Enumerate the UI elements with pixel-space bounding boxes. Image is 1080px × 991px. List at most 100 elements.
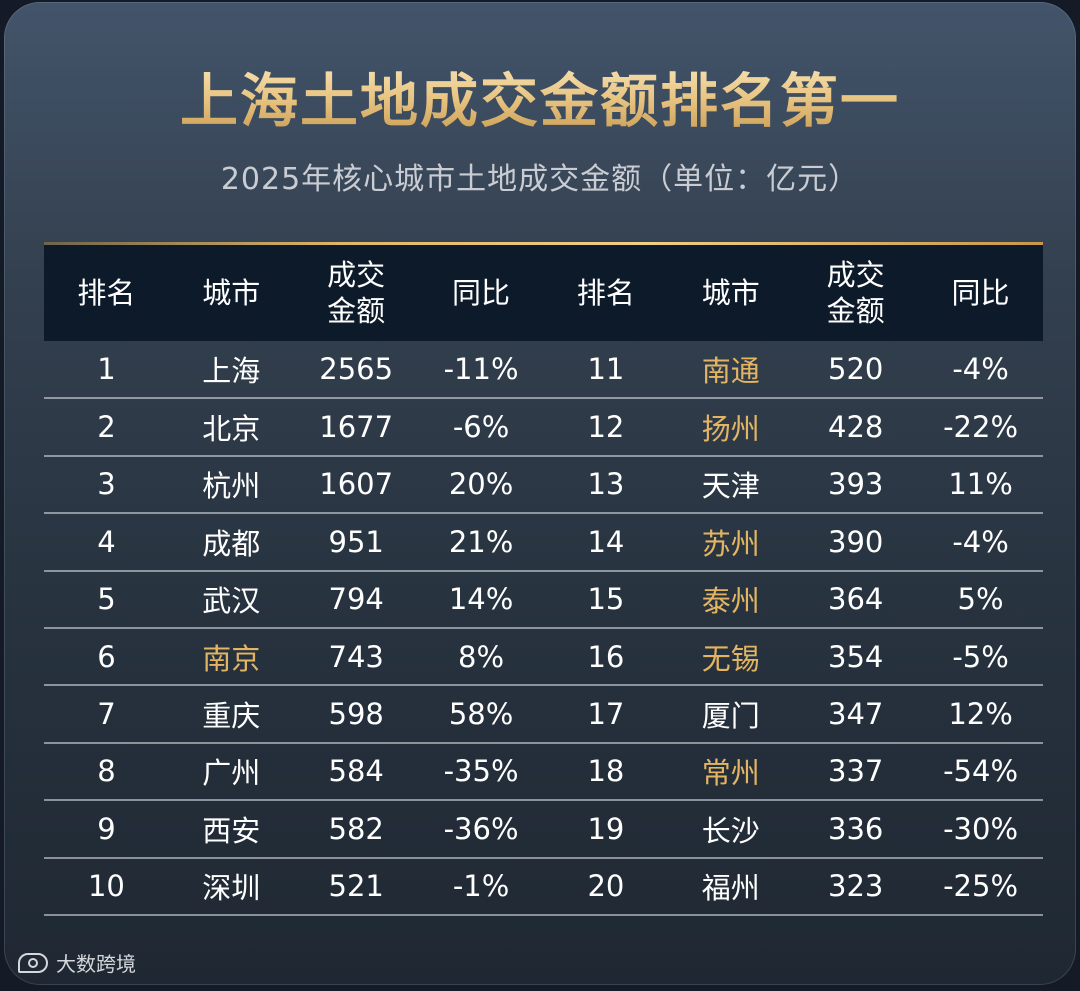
yoy-cell: 8% — [458, 639, 505, 674]
amount-cell: 584 — [328, 754, 384, 789]
rank-cell: 16 — [587, 639, 625, 674]
rank-cell: 17 — [587, 697, 625, 732]
rank-cell: 3 — [97, 467, 116, 502]
yoy-cell: -35% — [443, 754, 519, 789]
header-yoy: 同比 — [951, 276, 1010, 310]
city-cell: 福州 — [701, 871, 760, 906]
amount-cell: 520 — [828, 352, 884, 387]
amount-cell: 393 — [828, 467, 884, 502]
yoy-cell: 20% — [448, 467, 514, 502]
header-city: 城市 — [202, 276, 261, 310]
rank-cell: 12 — [587, 410, 625, 445]
header-city: 城市 — [701, 276, 760, 310]
ranking-table: 排名 城市 成交 金额 同比 排名 城市 成交 金额 同比 — [44, 245, 1043, 916]
table-row: 1 上海 2565 -11% 11 南通 520 -4% — [44, 341, 1043, 399]
rank-cell: 13 — [587, 467, 625, 502]
amount-cell: 364 — [828, 582, 884, 617]
yoy-cell: -22% — [943, 410, 1019, 445]
rank-cell: 18 — [587, 754, 625, 789]
table-header-row: 排名 城市 成交 金额 同比 排名 城市 成交 金额 同比 — [44, 245, 1043, 341]
infographic-card: 上海土地成交金额排名第一 2025年核心城市土地成交金额（单位：亿元） 排名 城… — [4, 2, 1076, 985]
yoy-cell: -1% — [452, 869, 510, 904]
rank-cell: 5 — [97, 582, 116, 617]
amount-cell: 2565 — [319, 352, 394, 387]
amount-cell: 1677 — [319, 410, 394, 445]
table-row: 4 成都 951 21% 14 苏州 390 -4% — [44, 513, 1043, 571]
city-cell: 无锡 — [701, 641, 760, 676]
table-row: 9 西安 582 -36% 19 长沙 336 -30% — [44, 800, 1043, 858]
city-cell: 扬州 — [701, 412, 760, 447]
header-rank: 排名 — [576, 276, 635, 310]
brand-logo-icon — [18, 952, 48, 973]
city-cell: 西安 — [202, 813, 261, 848]
city-cell: 重庆 — [202, 699, 261, 734]
city-cell: 杭州 — [202, 469, 261, 504]
yoy-cell: -4% — [952, 352, 1009, 387]
city-cell: 武汉 — [202, 584, 261, 619]
amount-cell: 582 — [328, 811, 384, 846]
amount-cell: 1607 — [319, 467, 394, 502]
amount-cell: 347 — [828, 697, 884, 732]
rank-cell: 7 — [97, 697, 116, 732]
city-cell: 常州 — [701, 756, 760, 791]
rank-cell: 4 — [97, 524, 116, 559]
watermark-text: 大数跨境 — [56, 952, 136, 976]
amount-cell: 743 — [328, 639, 384, 674]
amount-cell: 521 — [328, 869, 384, 904]
rank-cell: 19 — [587, 811, 625, 846]
header-rank: 排名 — [77, 276, 136, 310]
city-cell: 广州 — [202, 756, 261, 791]
yoy-cell: -5% — [952, 639, 1009, 674]
city-cell: 上海 — [202, 354, 261, 389]
rank-cell: 2 — [97, 410, 116, 445]
rank-cell: 11 — [587, 352, 625, 387]
amount-cell: 336 — [828, 811, 884, 846]
rank-cell: 9 — [97, 811, 116, 846]
rank-cell: 14 — [587, 524, 625, 559]
yoy-cell: -25% — [943, 869, 1019, 904]
yoy-cell: 12% — [948, 697, 1013, 732]
rank-cell: 8 — [97, 754, 116, 789]
table-row: 6 南京 743 8% 16 无锡 354 -5% — [44, 628, 1043, 686]
yoy-cell: -6% — [452, 410, 510, 445]
city-cell: 苏州 — [701, 526, 760, 561]
amount-cell: 323 — [828, 869, 884, 904]
yoy-cell: 58% — [448, 697, 514, 732]
table-body: 1 上海 2565 -11% 11 南通 520 -4% 2 北京 1677 -… — [44, 341, 1043, 915]
table-row: 2 北京 1677 -6% 12 扬州 428 -22% — [44, 398, 1043, 456]
rank-cell: 6 — [97, 639, 116, 674]
yoy-cell: -4% — [952, 524, 1009, 559]
header-amount: 成交 金额 — [294, 245, 419, 341]
ranking-table-wrapper: 排名 城市 成交 金额 同比 排名 城市 成交 金额 同比 — [44, 242, 1043, 916]
header-amount-line2: 金额 — [826, 294, 885, 328]
city-cell: 长沙 — [701, 813, 760, 848]
city-cell: 南京 — [202, 641, 261, 676]
city-cell: 厦门 — [701, 699, 760, 734]
yoy-cell: 21% — [448, 524, 514, 559]
header-amount-line1: 成交 — [826, 258, 885, 292]
page-subtitle: 2025年核心城市土地成交金额（单位：亿元） — [220, 162, 860, 197]
header-yoy: 同比 — [452, 276, 511, 310]
yoy-cell: 5% — [957, 582, 1004, 617]
header-amount-line1: 成交 — [327, 258, 386, 292]
table-row: 10 深圳 521 -1% 20 福州 323 -25% — [44, 858, 1043, 915]
table-row: 7 重庆 598 58% 17 厦门 347 12% — [44, 685, 1043, 743]
yoy-cell: -11% — [443, 352, 519, 387]
header-divider — [44, 242, 1043, 245]
yoy-cell: -54% — [943, 754, 1019, 789]
rank-cell: 10 — [87, 869, 125, 904]
rank-cell: 1 — [97, 352, 116, 387]
amount-cell: 390 — [828, 524, 884, 559]
yoy-cell: 11% — [948, 467, 1013, 502]
city-cell: 南通 — [701, 354, 760, 389]
amount-cell: 951 — [328, 524, 384, 559]
city-cell: 泰州 — [701, 584, 760, 619]
yoy-cell: -36% — [443, 811, 519, 846]
amount-cell: 794 — [328, 582, 384, 617]
city-cell: 天津 — [701, 469, 760, 504]
rank-cell: 20 — [587, 869, 625, 904]
page-title: 上海土地成交金额排名第一 — [4, 54, 1076, 138]
source-watermark: 大数跨境 — [18, 948, 136, 977]
header-amount: 成交 金额 — [793, 245, 918, 341]
city-cell: 成都 — [202, 526, 261, 561]
